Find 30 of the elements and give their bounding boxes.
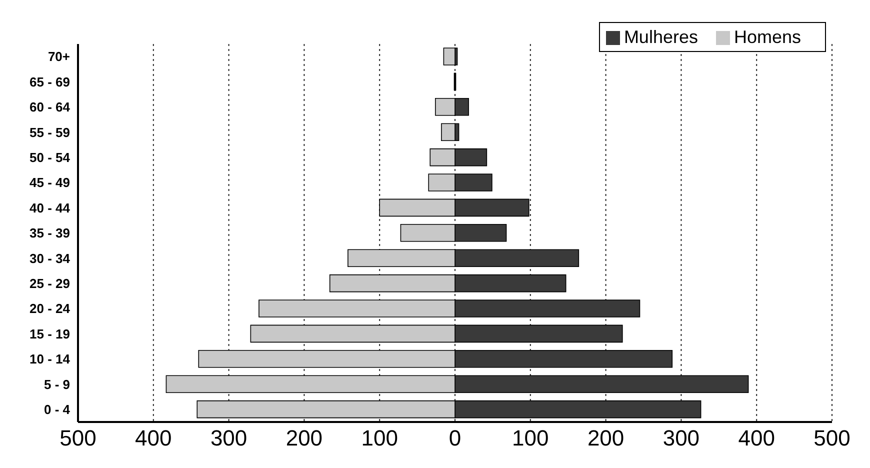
y-tick-label: 5 - 9 bbox=[44, 376, 70, 392]
x-tick-label: 500 bbox=[814, 426, 850, 451]
bar bbox=[441, 123, 456, 141]
y-tick-label: 35 - 39 bbox=[30, 226, 70, 241]
y-tick-label: 15 - 19 bbox=[30, 326, 70, 342]
y-tick-label: 55 - 59 bbox=[30, 124, 70, 140]
x-tick-label: 300 bbox=[210, 426, 248, 451]
y-tick-label: 65 - 69 bbox=[30, 74, 70, 90]
bar bbox=[443, 48, 456, 66]
y-tick-label: 25 - 29 bbox=[30, 276, 70, 292]
x-tick-label: 0 bbox=[448, 426, 462, 451]
legend-label: Mulheres bbox=[624, 27, 698, 47]
x-tick-label: 100 bbox=[361, 426, 398, 451]
y-tick-label: 50 - 54 bbox=[30, 150, 71, 166]
x-tick-label: 400 bbox=[135, 426, 172, 451]
y-tick-label: 40 - 44 bbox=[30, 200, 71, 216]
y-tick-label: 20 - 24 bbox=[30, 301, 71, 316]
y-tick-label: 0 - 4 bbox=[44, 402, 71, 418]
x-tick-label: 100 bbox=[512, 426, 549, 451]
y-tick-label: 30 - 34 bbox=[30, 250, 71, 266]
x-tick-label: 400 bbox=[738, 426, 775, 451]
x-tick-label: 500 bbox=[60, 426, 96, 451]
y-tick-label: 10 - 14 bbox=[30, 352, 71, 367]
x-tick-label: 300 bbox=[662, 426, 700, 451]
y-tick-label: 45 - 49 bbox=[30, 175, 70, 190]
y-tick-label: 60 - 64 bbox=[30, 100, 71, 115]
legend-label: Homens bbox=[734, 27, 801, 47]
y-tick-label: 70+ bbox=[48, 49, 70, 64]
x-tick-label: 200 bbox=[286, 426, 323, 451]
x-tick-label: 200 bbox=[587, 426, 624, 451]
